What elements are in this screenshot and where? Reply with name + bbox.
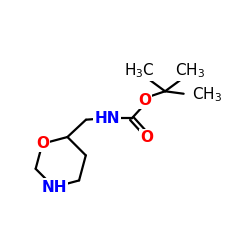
Text: $\mathregular{H_3C}$: $\mathregular{H_3C}$ bbox=[124, 62, 154, 80]
Text: O: O bbox=[140, 130, 153, 145]
Text: O: O bbox=[36, 136, 49, 151]
Text: NH: NH bbox=[41, 180, 67, 195]
Text: O: O bbox=[138, 93, 151, 108]
Text: HN: HN bbox=[94, 111, 120, 126]
Text: $\mathregular{CH_3}$: $\mathregular{CH_3}$ bbox=[175, 62, 205, 80]
Text: $\mathregular{CH_3}$: $\mathregular{CH_3}$ bbox=[192, 86, 222, 104]
